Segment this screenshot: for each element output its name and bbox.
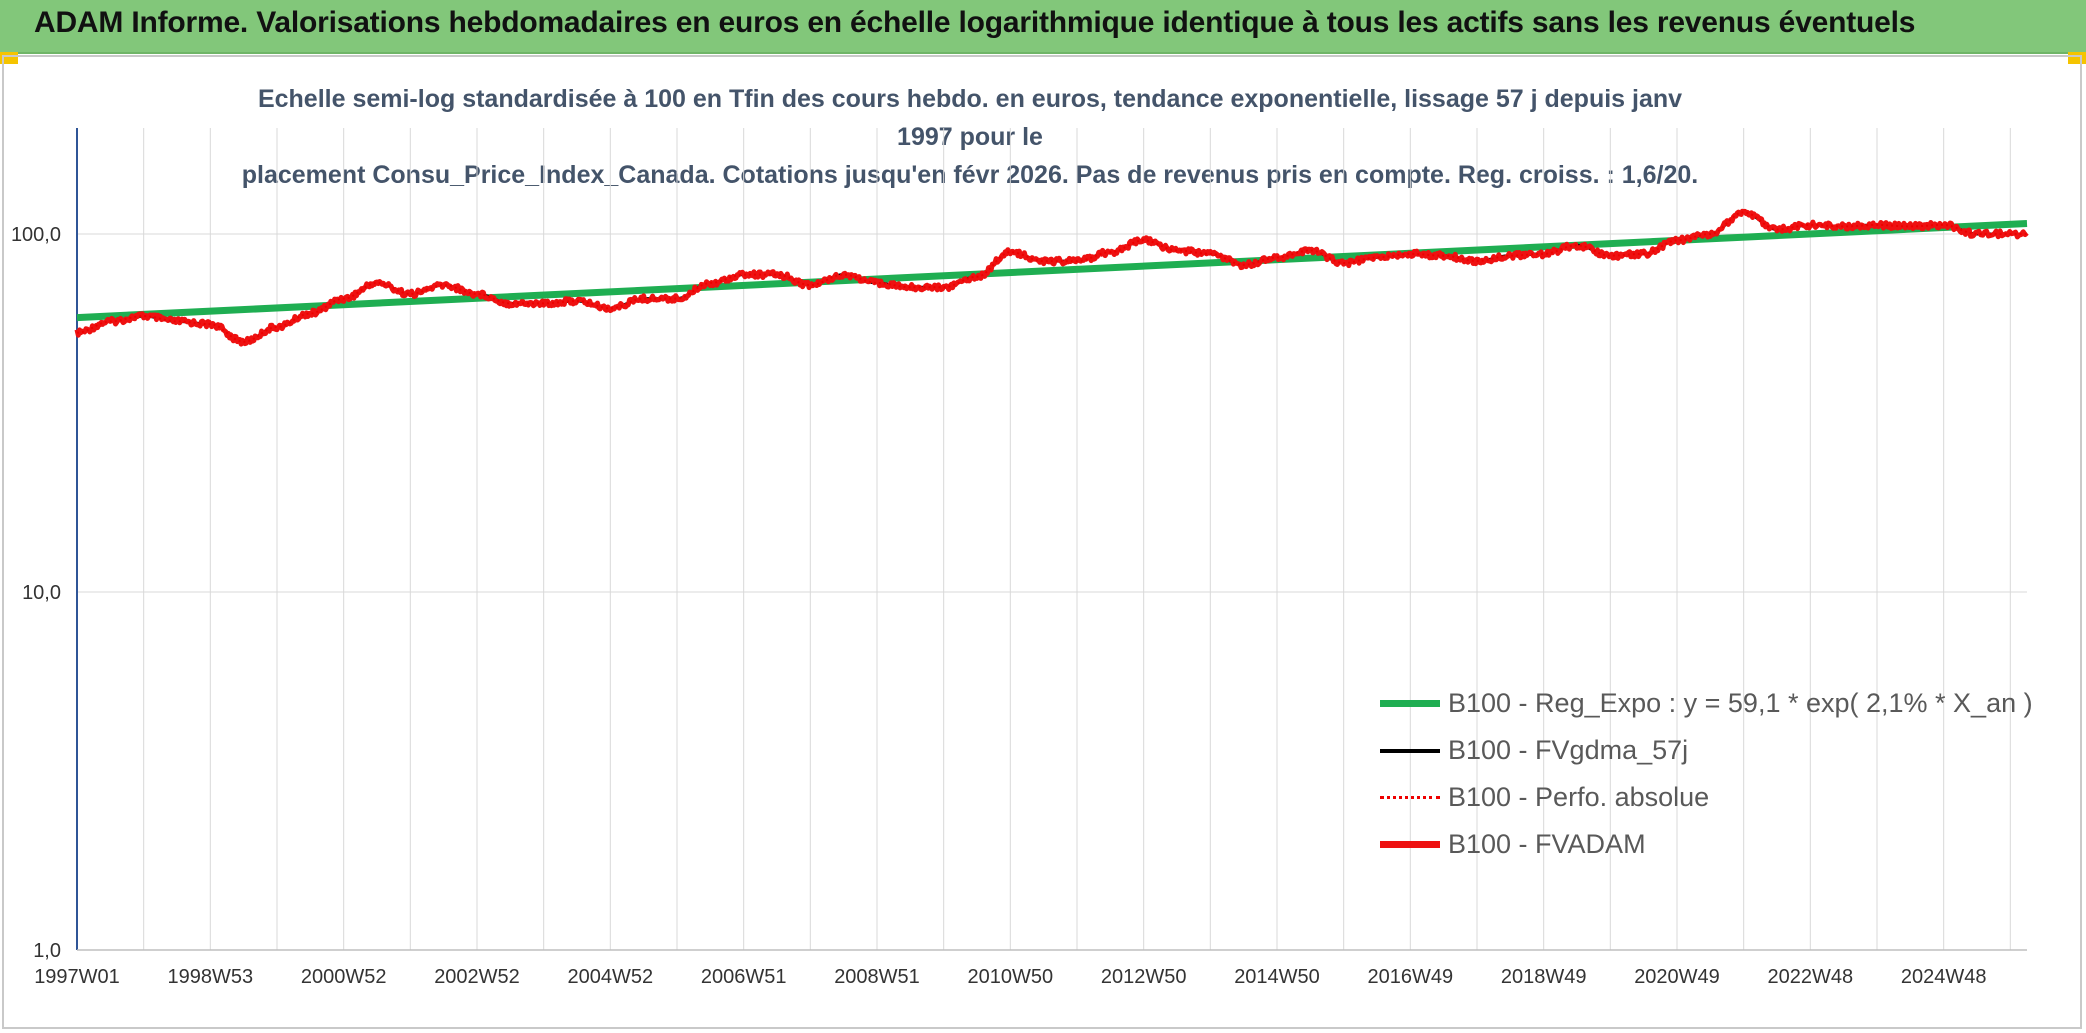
grid-layer [76, 128, 2027, 950]
x-tick-label: 2024W48 [1901, 966, 1987, 988]
x-tick-label: 2008W51 [834, 966, 920, 988]
chart-legend: B100 - Reg_Expo : y = 59,1 * exp( 2,1% *… [1380, 680, 2033, 868]
series-perfo-line [76, 211, 2027, 343]
legend-item-reg-expo[interactable]: B100 - Reg_Expo : y = 59,1 * exp( 2,1% *… [1380, 680, 2033, 727]
x-tick-label: 2012W50 [1101, 966, 1187, 988]
chart-title-line-1: Echelle semi-log standardisée à 100 en T… [257, 85, 1683, 151]
x-tick-label: 2002W52 [434, 966, 520, 988]
series-fvadam-line [74, 208, 2029, 347]
legend-swatch-fvgdma [1380, 748, 1440, 753]
report-title: ADAM Informe. Valorisations hebdomadaire… [34, 6, 1916, 39]
x-tick-label: 2018W49 [1501, 966, 1587, 988]
legend-item-fvadam[interactable]: B100 - FVADAM [1380, 821, 2033, 868]
label-layer: 100,0 10,0 1,0 1997W01 1998W53 2000W52 2002W52… [11, 224, 1987, 988]
x-tick-label: 2016W49 [1368, 966, 1454, 988]
x-tick-label: 2020W49 [1634, 966, 1720, 988]
legend-label-fvadam: B100 - FVADAM [1448, 829, 1646, 859]
legend-item-perfo[interactable]: B100 - Perfo. absolue [1380, 774, 2033, 821]
y-tick-label: 100,0 [11, 224, 61, 246]
x-tick-label: 1997W01 [34, 966, 120, 988]
chart-title: Echelle semi-log standardisée à 100 en T… [230, 80, 1710, 194]
legend-item-fvgdma[interactable]: B100 - FVgdma_57j [1380, 727, 2033, 774]
header-banner: ADAM Informe. Valorisations hebdomadaire… [0, 0, 2086, 54]
x-tick-label: 2022W48 [1768, 966, 1854, 988]
chart-title-line-2: placement Consu_Price_Index_Canada. Cota… [241, 161, 1699, 189]
legend-swatch-reg-expo [1380, 700, 1440, 707]
x-tick-label: 2006W51 [701, 966, 787, 988]
legend-label-fvgdma: B100 - FVgdma_57j [1448, 735, 1689, 765]
x-tick-label: 2000W52 [301, 966, 387, 988]
series-layer [74, 208, 2029, 347]
y-tick-label: 10,0 [22, 582, 61, 604]
axis-layer [76, 128, 2027, 951]
x-tick-label: 2014W50 [1234, 966, 1320, 988]
chart-frame [2, 55, 2082, 1029]
series-reg-expo-line [76, 220, 2028, 322]
legend-label-perfo: B100 - Perfo. absolue [1448, 782, 1710, 812]
legend-swatch-perfo [1380, 796, 1440, 799]
x-tick-label: 1998W53 [168, 966, 254, 988]
x-tick-label: 2010W50 [968, 966, 1054, 988]
x-tick-label: 2004W52 [568, 966, 654, 988]
legend-swatch-fvadam [1380, 841, 1440, 848]
series-fvgdma-line [76, 210, 2027, 344]
y-tick-label: 1,0 [33, 940, 61, 962]
legend-label-reg-expo: B100 - Reg_Expo : y = 59,1 * exp( 2,1% *… [1448, 688, 2033, 718]
